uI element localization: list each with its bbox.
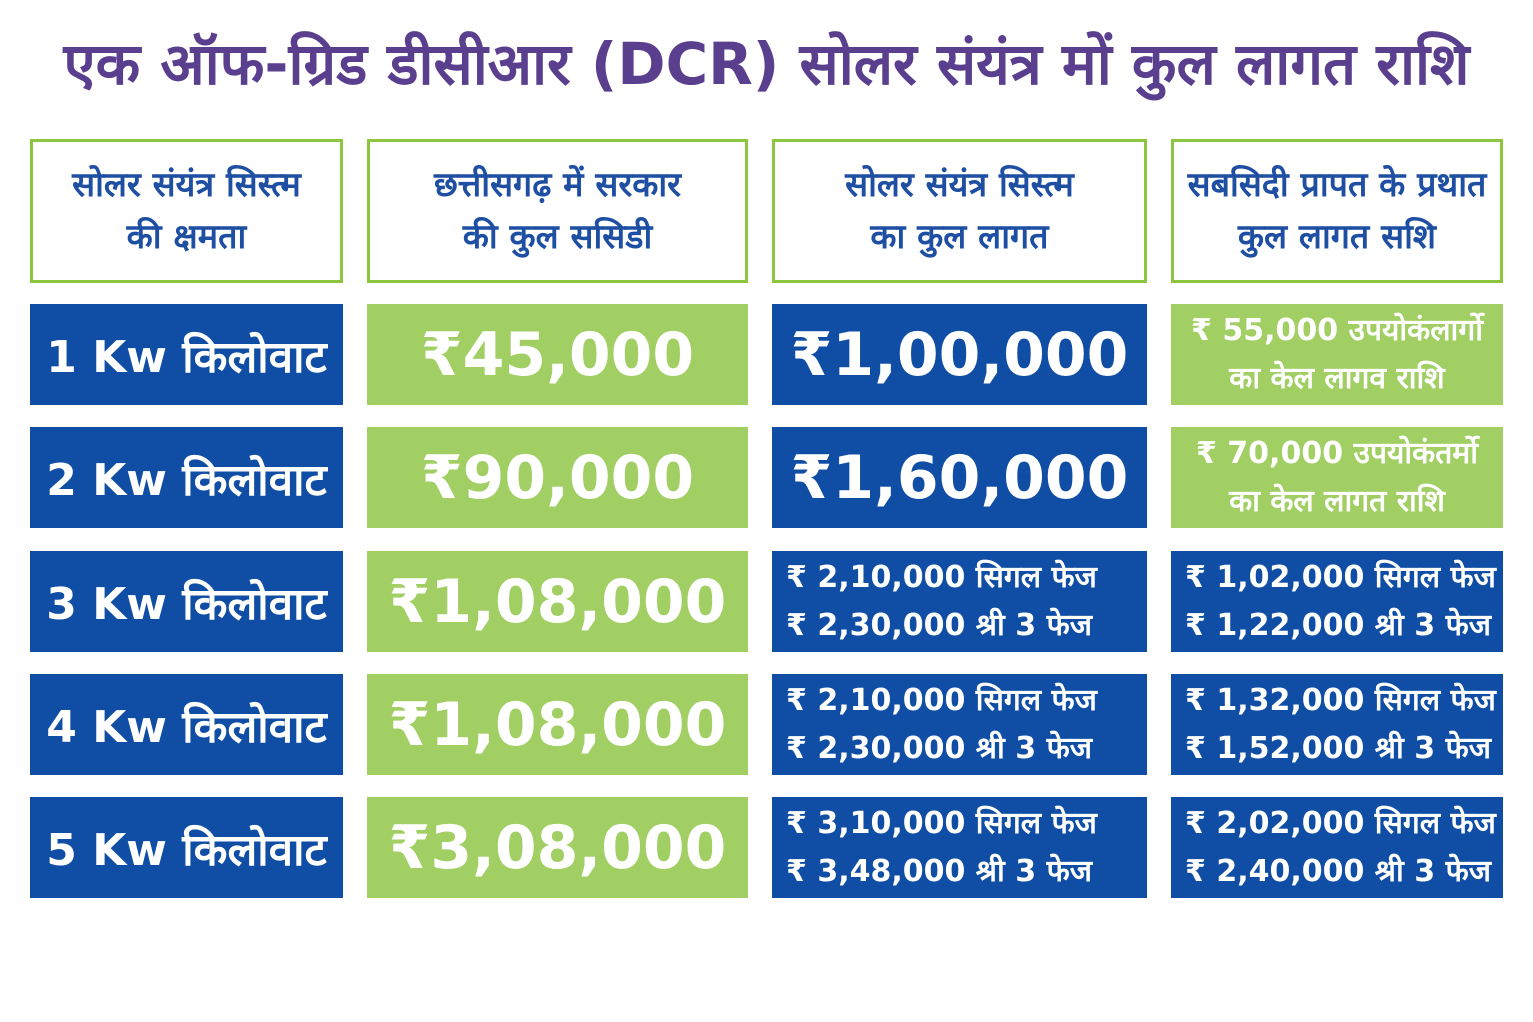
- cell-line: ₹1,00,000: [790, 319, 1129, 390]
- header-cell: छत्तीसगढ़ में सरकार की कुल ससिडी: [367, 139, 748, 283]
- cell-line: ₹ 70,000 उपयोकंतर्मो: [1195, 435, 1479, 471]
- table-cell: 1 Kw किलोवाट: [30, 304, 343, 405]
- table-cell: ₹1,08,000: [367, 674, 748, 775]
- cell-line: ₹ 1,52,000 श्री 3 फेज: [1185, 730, 1491, 766]
- cell-line: ₹45,000: [420, 319, 695, 390]
- cell-line: ₹ 2,30,000 श्री 3 फेज: [786, 730, 1092, 766]
- cell-line: ₹ 2,40,000 श्री 3 फेज: [1185, 853, 1491, 889]
- cell-line: का केल लागव राशि: [1229, 360, 1445, 396]
- cell-line: ₹ 55,000 उपयोकंलार्गो: [1191, 312, 1483, 348]
- cell-line: ₹1,08,000: [388, 566, 727, 637]
- cell-line: ₹ 2,10,000 सिगल फेज: [786, 559, 1097, 595]
- cell-line: ₹ 1,22,000 श्री 3 फेज: [1185, 607, 1491, 643]
- header-cell: सोलर संयंत्र सिस्त्म का कुल लागत: [772, 139, 1147, 283]
- header-cell: सबसिदी प्रापत के प्रथात कुल लागत सशि: [1171, 139, 1503, 283]
- table-cell: 2 Kw किलोवाट: [30, 427, 343, 528]
- table-cell: 5 Kw किलोवाट: [30, 797, 343, 898]
- table-cell: 4 Kw किलोवाट: [30, 674, 343, 775]
- table-cell: ₹ 3,10,000 सिगल फेज ₹ 3,48,000 श्री 3 फेज: [772, 797, 1147, 898]
- table-cell: ₹3,08,000: [367, 797, 748, 898]
- table-cell: ₹ 55,000 उपयोकंलार्गो का केल लागव राशि: [1171, 304, 1503, 405]
- cell-line: का केल लागत राशि: [1229, 483, 1445, 519]
- cell-line: 1 Kw किलोवाट: [46, 331, 327, 383]
- cell-line: का कुल लागत: [870, 217, 1049, 257]
- cell-line: ₹3,08,000: [388, 812, 727, 883]
- cell-line: ₹1,60,000: [790, 442, 1129, 513]
- title: एक ऑफ-ग्रिड डीसीआर (DCR) सोलर संयंत्र मो…: [63, 30, 1470, 98]
- table-cell: ₹90,000: [367, 427, 748, 528]
- cell-line: छत्तीसगढ़ में सरकार: [433, 165, 682, 205]
- table-cell: ₹ 70,000 उपयोकंतर्मो का केल लागत राशि: [1171, 427, 1503, 528]
- table-cell: ₹ 1,02,000 सिगल फेज ₹ 1,22,000 श्री 3 फेज: [1171, 551, 1503, 652]
- table-cell: ₹45,000: [367, 304, 748, 405]
- table-cell: ₹1,60,000: [772, 427, 1147, 528]
- table-cell: ₹ 2,10,000 सिगल फेज ₹ 2,30,000 श्री 3 फेज: [772, 674, 1147, 775]
- cell-line: ₹ 1,02,000 सिगल फेज: [1185, 559, 1496, 595]
- table-cell: ₹1,00,000: [772, 304, 1147, 405]
- cell-line: ₹ 2,10,000 सिगल फेज: [786, 682, 1097, 718]
- cell-line: ₹ 1,32,000 सिगल फेज: [1185, 682, 1496, 718]
- cell-line: 4 Kw किलोवाट: [46, 701, 327, 753]
- cell-line: ₹ 3,10,000 सिगल फेज: [786, 805, 1097, 841]
- table-cell: ₹1,08,000: [367, 551, 748, 652]
- cell-line: 3 Kw किलोवाट: [46, 578, 327, 630]
- table-cell: ₹ 1,32,000 सिगल फेज ₹ 1,52,000 श्री 3 फेज: [1171, 674, 1503, 775]
- table-cell: ₹ 2,02,000 सिगल फेज ₹ 2,40,000 श्री 3 फेज: [1171, 797, 1503, 898]
- cell-line: ₹1,08,000: [388, 689, 727, 760]
- table-cell: 3 Kw किलोवाट: [30, 551, 343, 652]
- cell-line: कुल लागत सशि: [1237, 217, 1437, 257]
- cell-line: की कुल ससिडी: [462, 217, 653, 257]
- cell-line: ₹ 2,02,000 सिगल फेज: [1185, 805, 1496, 841]
- cell-line: सोलर संयंत्र सिस्त्म: [72, 165, 301, 205]
- cell-line: की क्षमता: [126, 217, 247, 257]
- cell-line: 5 Kw किलोवाट: [46, 824, 327, 876]
- header-cell: सोलर संयंत्र सिस्त्म की क्षमता: [30, 139, 343, 283]
- cell-line: 2 Kw किलोवाट: [46, 454, 327, 506]
- cell-line: ₹90,000: [420, 442, 695, 513]
- cell-line: ₹ 2,30,000 श्री 3 फेज: [786, 607, 1092, 643]
- cell-line: सबसिदी प्रापत के प्रथात: [1187, 165, 1487, 205]
- cell-line: ₹ 3,48,000 श्री 3 फेज: [786, 853, 1092, 889]
- table-cell: ₹ 2,10,000 सिगल फेज ₹ 2,30,000 श्री 3 फेज: [772, 551, 1147, 652]
- cell-line: सोलर संयंत्र सिस्त्म: [845, 165, 1074, 205]
